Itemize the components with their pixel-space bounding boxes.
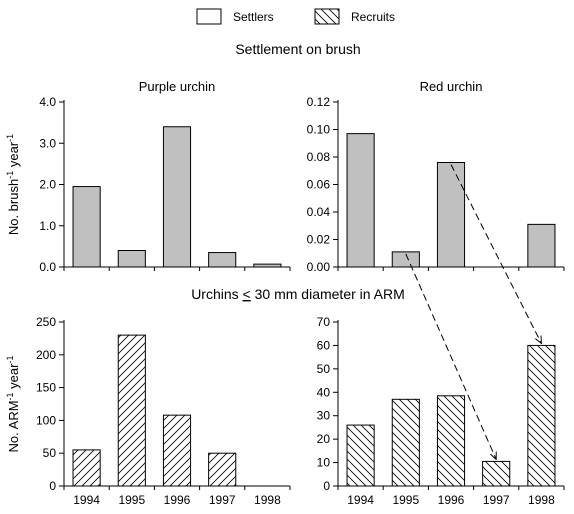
y-tick-label: 60 bbox=[317, 338, 331, 352]
x-tick-label: 1994 bbox=[73, 493, 100, 507]
y-tick-label: 0.08 bbox=[307, 150, 331, 164]
y-tick-label: 0.12 bbox=[307, 95, 331, 109]
bar-1994 bbox=[72, 449, 101, 487]
y-tick-label: 30 bbox=[317, 409, 331, 423]
bar-1998 bbox=[527, 223, 556, 268]
chart-panel-1: Purple urchin 0.0 1.0 2.0 3.0 4.0 No. brush-1 … bbox=[5, 79, 291, 274]
y-tick-label: 250 bbox=[36, 315, 56, 329]
bar-1997 bbox=[208, 452, 237, 487]
bar-1994 bbox=[72, 186, 101, 268]
y-axis-label: No. ARM-1 year-1 bbox=[5, 356, 21, 453]
bar-1996 bbox=[436, 395, 466, 487]
bar-1996 bbox=[162, 126, 192, 268]
x-tick-label: 1997 bbox=[483, 493, 510, 507]
y-tick-label: 0.02 bbox=[307, 233, 331, 247]
y-tick-label: 10 bbox=[317, 456, 331, 470]
chart-title: Purple urchin bbox=[139, 79, 216, 94]
y-tick-label: 100 bbox=[36, 413, 56, 427]
y-tick-label: 3.0 bbox=[39, 136, 56, 150]
y-tick-label: 70 bbox=[317, 315, 331, 329]
y-tick-label: 0.10 bbox=[307, 123, 331, 137]
bar-1998 bbox=[527, 344, 556, 487]
bar-1995 bbox=[117, 250, 146, 268]
bar-1996 bbox=[436, 162, 466, 268]
less-than-or-equal-symbol: < bbox=[243, 286, 251, 302]
y-tick-label: 1.0 bbox=[39, 219, 56, 233]
x-tick-label: 1995 bbox=[118, 493, 145, 507]
chart-panel-2: Red urchin 0.00 0.02 0.04 0.06 0.08 0.10 0.12 bbox=[307, 79, 565, 274]
x-tick-label: 1998 bbox=[254, 493, 281, 507]
chart-panel-3: 0 50 100 150 200 250 1994 1995 1996 1997 1998 No. A… bbox=[5, 315, 291, 507]
bar-1996 bbox=[162, 414, 192, 487]
y-tick-label: 200 bbox=[36, 348, 56, 362]
x-tick-label: 1996 bbox=[438, 493, 465, 507]
x-tick-label: 1997 bbox=[209, 493, 236, 507]
bar-1997 bbox=[482, 460, 511, 487]
legend-label-recruits: Recruits bbox=[351, 10, 395, 24]
y-tick-label: 0.0 bbox=[39, 260, 56, 274]
y-axis-label: No. brush-1 year-1 bbox=[5, 134, 21, 235]
y-tick-label: 50 bbox=[43, 446, 57, 460]
y-tick-label: 0 bbox=[323, 479, 330, 493]
chart-title: Red urchin bbox=[420, 79, 483, 94]
section-title-top: Settlement on brush bbox=[235, 41, 360, 57]
dashed-arrow-2 bbox=[450, 164, 541, 344]
y-tick-label: 0.04 bbox=[307, 205, 331, 219]
bar-1994 bbox=[346, 133, 375, 268]
y-tick-label: 20 bbox=[317, 432, 331, 446]
y-tick-label: 0 bbox=[49, 479, 56, 493]
x-tick-label: 1996 bbox=[164, 493, 191, 507]
y-tick-label: 2.0 bbox=[39, 178, 56, 192]
arrow-annotations bbox=[405, 164, 542, 460]
y-tick-label: 4.0 bbox=[39, 95, 56, 109]
bar-1994 bbox=[346, 424, 375, 487]
bar-1995 bbox=[391, 398, 420, 487]
bar-1995 bbox=[117, 334, 146, 487]
section-title-bottom: Urchins < 30 mm diameter in ARM bbox=[191, 286, 405, 302]
x-tick-label: 1998 bbox=[528, 493, 555, 507]
y-tick-label: 0.06 bbox=[307, 178, 331, 192]
legend-swatch-recruits bbox=[314, 8, 340, 25]
y-tick-label: 0.00 bbox=[307, 260, 331, 274]
legend-label-settlers: Settlers bbox=[233, 10, 274, 24]
x-tick-label: 1995 bbox=[392, 493, 419, 507]
y-tick-label: 150 bbox=[36, 381, 56, 395]
y-tick-label: 50 bbox=[317, 362, 331, 376]
y-tick-label: 40 bbox=[317, 385, 331, 399]
x-tick-label: 1994 bbox=[347, 493, 374, 507]
chart-panel-4: 0 10 20 30 40 50 60 70 1994 1995 1996 1997 1998 bbox=[317, 315, 565, 507]
legend-swatch-settlers bbox=[196, 8, 222, 25]
dashed-arrow-1 bbox=[405, 253, 496, 460]
bar-1997 bbox=[208, 252, 237, 268]
legend: Settlers Recruits bbox=[196, 8, 395, 25]
chart-panels: Purple urchin 0.0 1.0 2.0 3.0 4.0 No. brush-1 … bbox=[5, 79, 565, 507]
